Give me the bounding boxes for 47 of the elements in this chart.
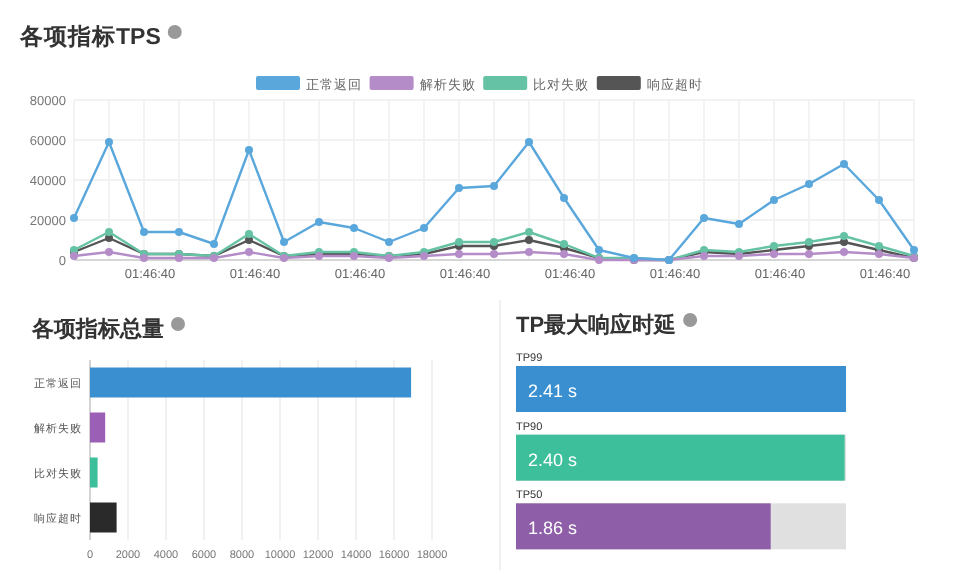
point bbox=[805, 180, 813, 188]
point bbox=[175, 228, 183, 236]
point bbox=[595, 246, 603, 254]
point bbox=[455, 250, 463, 258]
data-label: 1.86 s bbox=[528, 518, 579, 539]
point bbox=[875, 196, 883, 204]
point bbox=[105, 138, 113, 146]
bar bbox=[90, 412, 106, 443]
point bbox=[805, 250, 813, 258]
point bbox=[140, 228, 148, 236]
point bbox=[245, 248, 253, 256]
chart-title: 各项指标TPS bbox=[18, 22, 162, 50]
data-label: 2.40 s bbox=[528, 449, 579, 470]
point bbox=[105, 248, 113, 256]
point bbox=[105, 228, 113, 236]
point bbox=[490, 182, 498, 190]
chart-title: 各项指标总量 bbox=[30, 316, 164, 342]
point bbox=[280, 238, 288, 246]
point bbox=[245, 230, 253, 238]
point bbox=[385, 238, 393, 246]
point bbox=[560, 250, 568, 258]
point bbox=[910, 246, 918, 254]
point bbox=[525, 236, 533, 244]
line-series bbox=[70, 138, 918, 264]
point bbox=[525, 138, 533, 146]
point bbox=[490, 250, 498, 258]
point bbox=[525, 248, 533, 256]
point bbox=[350, 224, 358, 232]
data-label: 2.41 s bbox=[528, 381, 579, 401]
bar bbox=[90, 367, 412, 398]
point bbox=[210, 240, 218, 248]
point bbox=[315, 218, 323, 226]
bar bbox=[90, 502, 117, 533]
point bbox=[525, 228, 533, 236]
point bbox=[420, 224, 428, 232]
point bbox=[560, 194, 568, 202]
point bbox=[455, 184, 463, 192]
bar bbox=[90, 457, 98, 488]
point bbox=[735, 220, 743, 228]
point bbox=[840, 160, 848, 168]
point bbox=[245, 146, 253, 154]
point bbox=[770, 196, 778, 204]
point bbox=[700, 214, 708, 222]
chart-title: TP最大响应时延 bbox=[516, 312, 677, 338]
point bbox=[70, 214, 78, 222]
point bbox=[840, 232, 848, 240]
point bbox=[840, 248, 848, 256]
